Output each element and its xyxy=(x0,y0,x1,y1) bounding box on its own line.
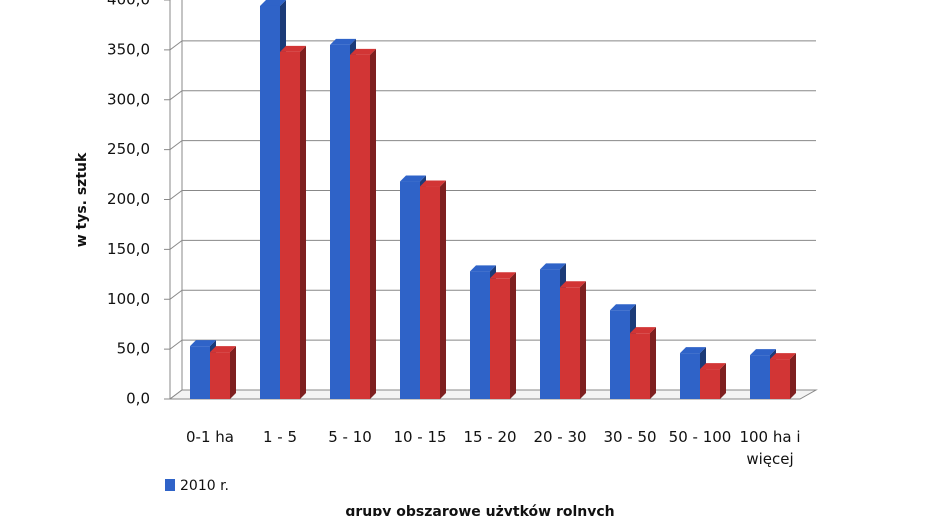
bar-top xyxy=(560,281,586,288)
bar xyxy=(750,355,770,399)
bar-side xyxy=(650,327,656,399)
grid-diag xyxy=(169,40,183,51)
bar-top xyxy=(750,349,776,356)
bar-top xyxy=(420,180,446,187)
x-tick-label: 50 - 100 xyxy=(668,428,732,446)
bar-top xyxy=(280,45,306,52)
bar-side xyxy=(370,48,376,400)
bar xyxy=(210,352,230,399)
bar-side xyxy=(720,363,726,399)
grid-diag xyxy=(169,339,183,350)
x-axis-title: grupy obszarowe użytków rolnych xyxy=(345,504,614,516)
grid-diag xyxy=(169,140,183,151)
x-tick-label: 100 ha i więcej xyxy=(739,428,801,468)
bar xyxy=(470,271,490,399)
x-tick-label: 0-1 ha xyxy=(186,428,234,446)
bar-top xyxy=(400,175,426,182)
bar-top xyxy=(350,48,376,55)
bar xyxy=(540,269,560,399)
bar-top xyxy=(770,353,796,360)
bar xyxy=(770,359,790,399)
grid-diag xyxy=(169,289,183,300)
bar-side xyxy=(440,180,446,399)
bar-side xyxy=(510,272,516,399)
bar-top xyxy=(630,327,656,334)
bar xyxy=(350,54,370,400)
y-tick-label: 150,0 xyxy=(107,240,150,258)
x-tick-label: 1 - 5 xyxy=(262,428,298,446)
bar-top xyxy=(260,0,286,6)
bar xyxy=(400,181,420,399)
bar-top xyxy=(540,263,566,270)
bar-top xyxy=(190,340,216,347)
bar-side xyxy=(300,45,306,400)
bar xyxy=(610,310,630,399)
bar xyxy=(330,44,350,399)
y-tick-label: 0,0 xyxy=(126,390,150,408)
bar-top xyxy=(470,265,496,272)
bar-side xyxy=(580,281,586,399)
y-tick-label: 300,0 xyxy=(107,90,150,108)
legend-swatch xyxy=(165,479,175,491)
bar-top xyxy=(490,272,516,279)
y-tick-label: 400,0 xyxy=(107,0,150,9)
bar-top xyxy=(610,304,636,311)
y-axis-title: w tys. sztuk xyxy=(74,152,90,247)
grid-diag xyxy=(169,190,183,200)
bar xyxy=(490,278,510,399)
y-tick-label: 100,0 xyxy=(107,290,150,308)
y-tick-label: 200,0 xyxy=(107,190,150,208)
bar-top xyxy=(210,346,236,353)
grid-diag xyxy=(169,239,183,250)
bar xyxy=(700,369,720,399)
x-tick-label: 15 - 20 xyxy=(463,428,517,446)
bar xyxy=(680,353,700,399)
x-tick-label: 10 - 15 xyxy=(393,428,447,446)
bar xyxy=(280,51,300,400)
grid-diag xyxy=(169,90,183,101)
x-tick-label: 5 - 10 xyxy=(328,428,372,446)
bar-side xyxy=(790,353,796,399)
bar xyxy=(560,287,580,399)
y-tick-label: 250,0 xyxy=(107,140,150,158)
x-tick-label: 20 - 30 xyxy=(533,428,587,446)
bar-top xyxy=(680,347,706,354)
legend-label: 2010 r. xyxy=(180,478,229,494)
bar xyxy=(420,186,440,399)
y-tick-label: 50,0 xyxy=(117,340,150,358)
bar xyxy=(630,333,650,399)
bar xyxy=(190,346,210,399)
bar xyxy=(260,5,280,400)
y-tick-label: 350,0 xyxy=(107,40,150,58)
bar-top xyxy=(700,363,726,370)
bar-top xyxy=(330,38,356,45)
bar-side xyxy=(230,346,236,399)
x-tick-label: 30 - 50 xyxy=(603,428,657,446)
